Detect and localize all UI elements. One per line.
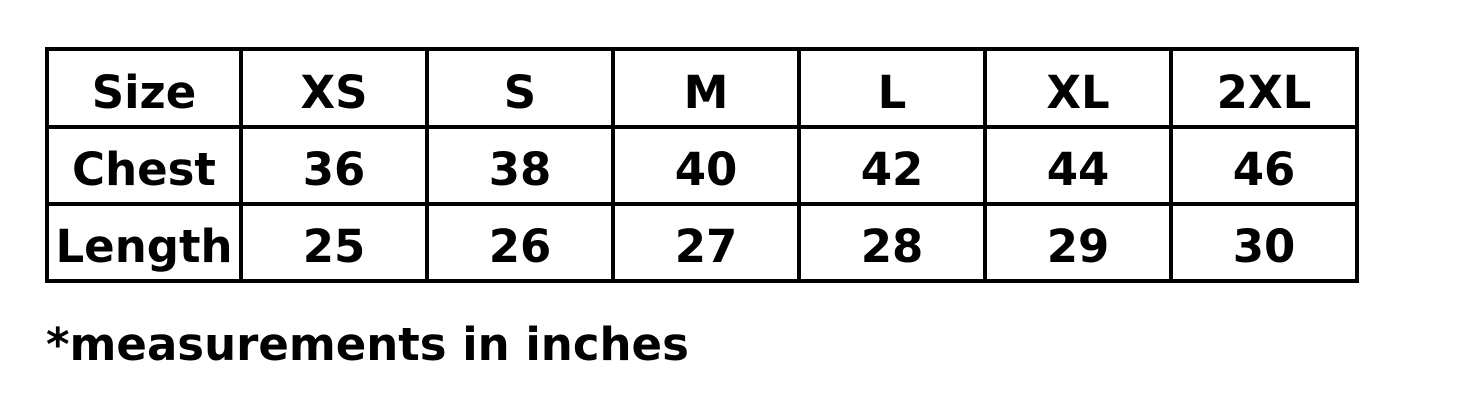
header-cell: M bbox=[611, 47, 801, 129]
table-row-chest: Chest 36 38 40 42 44 46 bbox=[45, 125, 1359, 206]
table-cell: 27 bbox=[611, 202, 801, 283]
header-cell: Size bbox=[45, 47, 243, 129]
table-cell: 28 bbox=[797, 202, 987, 283]
table-cell: 42 bbox=[797, 125, 987, 206]
row-label: Chest bbox=[45, 125, 243, 206]
table-cell: 40 bbox=[611, 125, 801, 206]
row-label: Length bbox=[45, 202, 243, 283]
table-row-length: Length 25 26 27 28 29 30 bbox=[45, 202, 1359, 283]
header-cell: 2XL bbox=[1169, 47, 1359, 129]
table-cell: 30 bbox=[1169, 202, 1359, 283]
table-cell: 44 bbox=[983, 125, 1173, 206]
table-cell: 29 bbox=[983, 202, 1173, 283]
table-cell: 46 bbox=[1169, 125, 1359, 206]
header-cell: S bbox=[425, 47, 615, 129]
header-cell: XS bbox=[239, 47, 429, 129]
table-cell: 38 bbox=[425, 125, 615, 206]
header-row: Size XS S M L XL 2XL bbox=[45, 47, 1359, 129]
table-cell: 26 bbox=[425, 202, 615, 283]
measurement-footnote: *measurements in inches bbox=[46, 318, 689, 371]
table-cell: 36 bbox=[239, 125, 429, 206]
header-cell: XL bbox=[983, 47, 1173, 129]
table-cell: 25 bbox=[239, 202, 429, 283]
size-chart-table: Size XS S M L XL 2XL Chest 36 38 40 42 4… bbox=[45, 47, 1359, 283]
header-cell: L bbox=[797, 47, 987, 129]
